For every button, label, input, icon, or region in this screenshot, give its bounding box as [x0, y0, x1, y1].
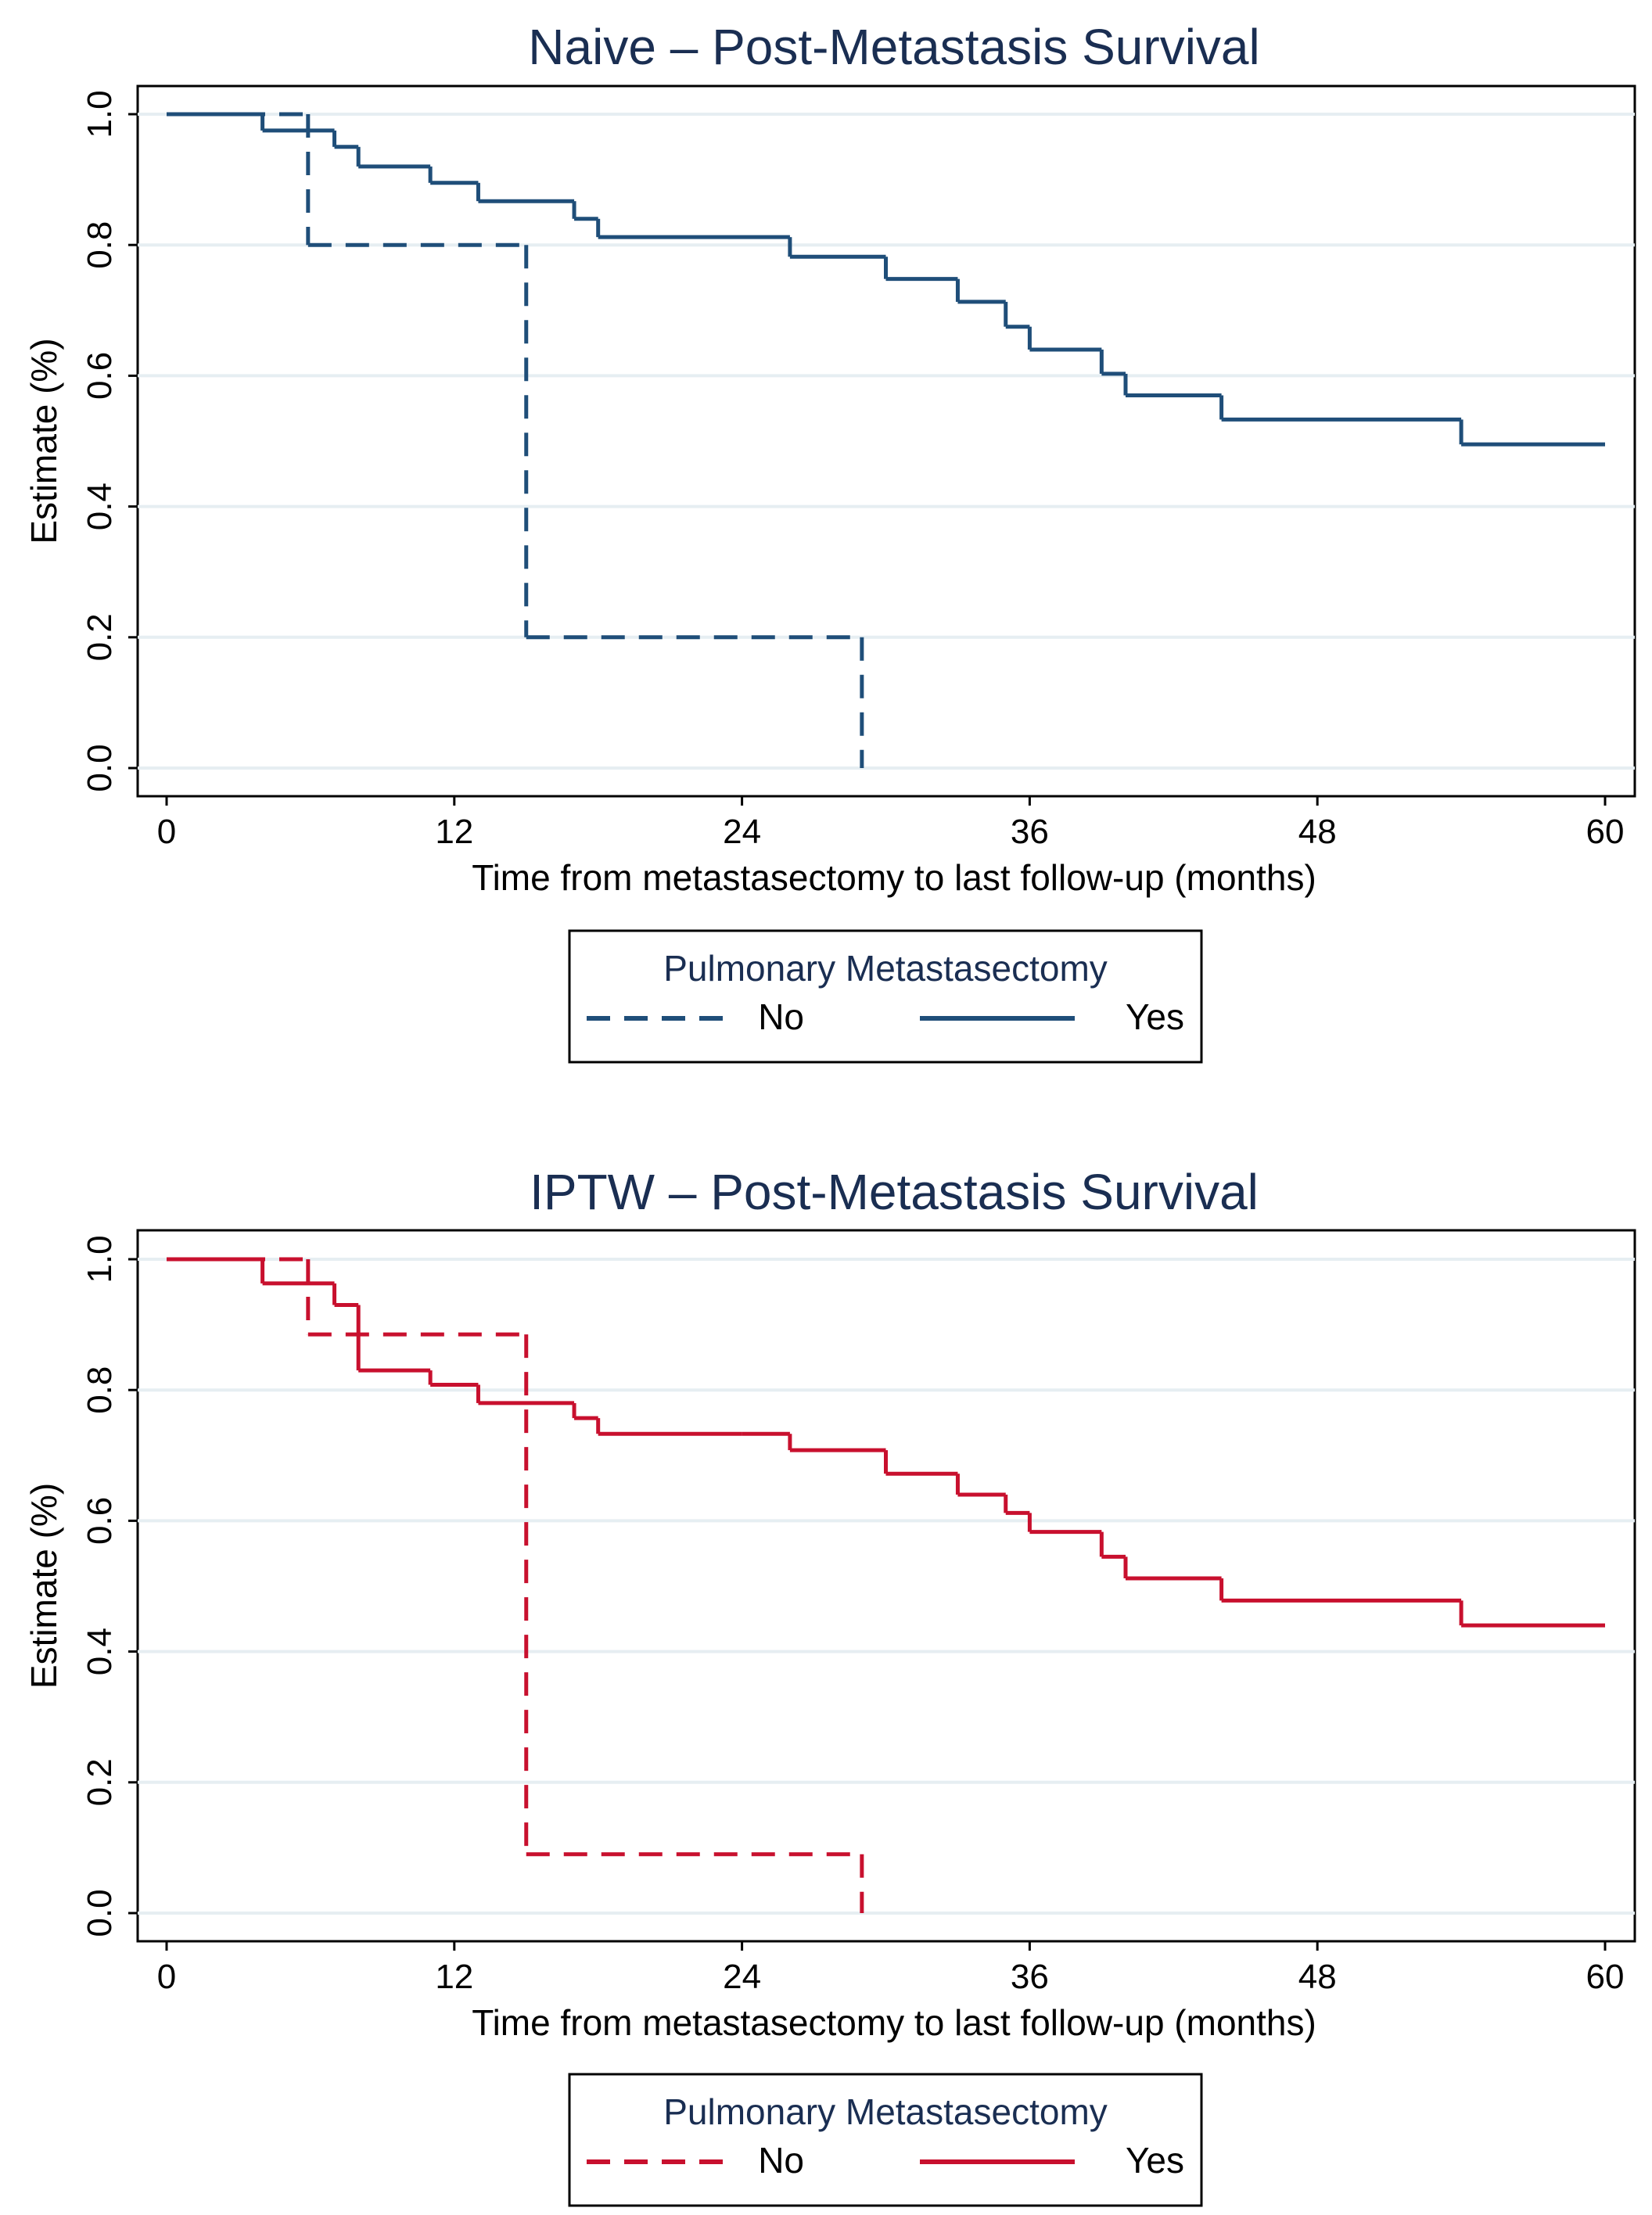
x-tick-label: 48	[1298, 1958, 1337, 1996]
series-no	[167, 112, 864, 768]
legend: Pulmonary Metastasectomy No Yes	[568, 929, 1203, 1064]
x-tick-label: 48	[1298, 813, 1337, 851]
x-axis-label: Time from metastasectomy to last follow-…	[472, 857, 1316, 898]
y-tick-label: 1.0	[81, 90, 119, 138]
y-tick-label: 0.4	[81, 1628, 119, 1675]
chart-naive: Naive – Post-Metastasis Survival 0.0 0.2 0.…	[23, 19, 1636, 1064]
series-yes	[167, 112, 1605, 447]
plot-frame	[136, 1229, 1636, 1943]
x-tick-label: 36	[1011, 813, 1049, 851]
x-tick-label: 24	[723, 813, 761, 851]
legend-title: Pulmonary Metastasectomy	[663, 948, 1108, 989]
x-tick-label: 12	[435, 813, 473, 851]
y-tick-label: 0.0	[81, 744, 119, 792]
series-yes	[167, 1257, 1605, 1628]
series-no	[167, 1257, 864, 1913]
y-tick-label: 0.8	[81, 1366, 119, 1414]
y-axis-label: Estimate (%)	[23, 338, 64, 544]
x-axis-label: Time from metastasectomy to last follow-…	[472, 2002, 1316, 2043]
y-axis-label: Estimate (%)	[23, 1483, 64, 1689]
y-tick-label: 0.0	[81, 1889, 119, 1937]
y-tick-label: 0.8	[81, 221, 119, 269]
x-tick-label: 36	[1011, 1958, 1049, 1996]
x-tick-label: 60	[1586, 1958, 1625, 1996]
plot-frame	[136, 84, 1636, 798]
legend-label-no: No	[758, 2140, 804, 2181]
y-tick-label: 0.2	[81, 1758, 119, 1806]
chart-iptw: IPTW – Post-Metastasis Survival 0.0 0.2 0.4…	[23, 1164, 1636, 2207]
y-tick-label: 0.6	[81, 1497, 119, 1545]
y-tick-label: 0.4	[81, 483, 119, 530]
x-tick-label: 0	[157, 1958, 176, 1996]
x-tick-label: 24	[723, 1958, 761, 1996]
chart-title: IPTW – Post-Metastasis Survival	[530, 1164, 1259, 1220]
x-tick-label: 60	[1586, 813, 1625, 851]
chart-title: Naive – Post-Metastasis Survival	[528, 19, 1259, 75]
legend-label-yes: Yes	[1126, 2140, 1184, 2181]
x-tick-label: 0	[157, 813, 176, 851]
legend-box	[568, 2073, 1203, 2207]
legend-box	[568, 929, 1203, 1064]
legend-label-yes: Yes	[1126, 996, 1184, 1037]
y-tick-label: 1.0	[81, 1235, 119, 1283]
y-tick-label: 0.2	[81, 613, 119, 661]
y-tick-label: 0.6	[81, 352, 119, 400]
legend-label-no: No	[758, 996, 804, 1037]
legend: Pulmonary Metastasectomy No Yes	[568, 2073, 1203, 2207]
x-tick-label: 12	[435, 1958, 473, 1996]
legend-title: Pulmonary Metastasectomy	[663, 2091, 1108, 2132]
